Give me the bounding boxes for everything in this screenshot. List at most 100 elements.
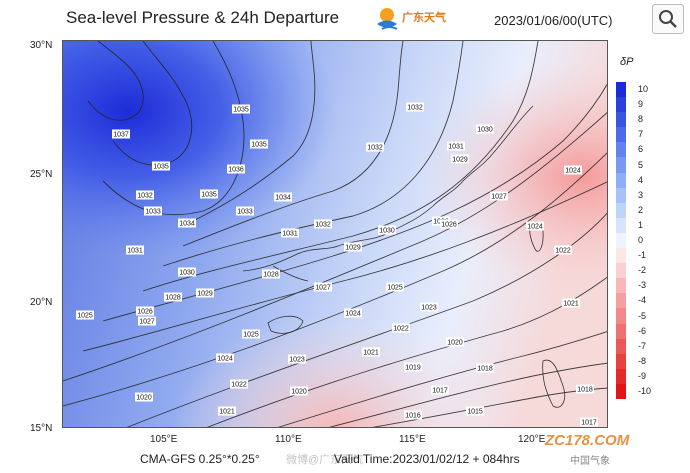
colorbar-swatch <box>616 82 626 98</box>
isobar-label-bg <box>112 129 130 139</box>
isobar-label: 1018 <box>477 366 493 373</box>
isobar-label: 1029 <box>345 245 361 252</box>
isobar-label-bg <box>232 104 250 114</box>
isobar-label: 1027 <box>491 194 507 201</box>
isobar-label: 1020 <box>447 340 463 347</box>
isobar-label-bg <box>216 353 234 363</box>
isobar-label: 1027 <box>139 319 155 326</box>
lon-label-110: 110°E <box>275 434 302 445</box>
isobar-label: 1030 <box>179 270 195 277</box>
isobar-label: 1022 <box>555 248 571 255</box>
isobar-label: 1037 <box>113 132 129 139</box>
isobar-label-bg <box>164 292 182 302</box>
colorbar-swatch <box>616 293 626 309</box>
colorbar-label: 0 <box>638 235 644 245</box>
isobar-label: 1018 <box>577 387 593 394</box>
isobar-label-bg <box>314 219 332 229</box>
logo-text: 广东天气 <box>402 12 446 24</box>
colorbar-swatch <box>616 383 626 399</box>
colorbar-label: -8 <box>638 355 647 366</box>
isobar-label-bg <box>281 228 299 238</box>
isobar-label: 1036 <box>228 167 244 174</box>
colorbar-swatch <box>616 338 626 354</box>
isobar-label: 1031 <box>448 144 464 151</box>
map-title: Sea-level Pressure & 24h Departure <box>66 8 340 27</box>
isobar-label-bg <box>230 379 248 389</box>
isobar-label: 1029 <box>197 291 213 298</box>
map-canvas: 1037 1035 1032 1033 1034 1031 1030 1029 1028 1028… <box>63 41 607 427</box>
isobar-label-bg <box>288 354 306 364</box>
isobar-label: 1027 <box>315 285 331 292</box>
isobar-label: 1020 <box>136 395 152 402</box>
isobar-label-bg <box>554 245 572 255</box>
isobar-label-bg <box>196 288 214 298</box>
isobar-label-bg <box>178 267 196 277</box>
isobar-label: 1032 <box>137 193 153 200</box>
isobar-label: 1022 <box>231 382 247 389</box>
isobar-label-bg <box>144 206 162 216</box>
colorbar-swatch <box>616 368 626 384</box>
colorbar-label: -10 <box>638 386 652 396</box>
colorbar-label: 1 <box>638 219 644 230</box>
isobar-label-bg <box>76 310 94 320</box>
pressure-map: 1037 1035 1032 1033 1034 1031 1030 1029 1028 1028… <box>62 40 608 428</box>
isobar-label-bg <box>236 206 254 216</box>
lon-label-115: 115°E <box>399 434 426 445</box>
isobar-label-bg <box>178 218 196 228</box>
isobar-label-bg <box>420 302 438 312</box>
colorbar-label: 10 <box>638 84 649 94</box>
isobar-label-bg <box>126 245 144 255</box>
colorbar-label: -3 <box>638 280 647 291</box>
isobar-label: 1017 <box>581 420 597 427</box>
colorbar-swatch <box>616 308 626 324</box>
isobar-label: 1026 <box>441 222 457 229</box>
isobar-label: 1024 <box>345 311 361 318</box>
model-info: CMA-GFS 0.25°*0.25° <box>140 452 260 466</box>
colorbar-label: -9 <box>638 370 647 381</box>
isobar-label: 1031 <box>127 248 143 255</box>
isobar-label: 1035 <box>153 164 169 171</box>
isobar-label-bg <box>580 417 598 427</box>
isobar-label-bg <box>446 337 464 347</box>
colorbar-swatch <box>616 202 626 218</box>
isobar-label: 1024 <box>217 356 233 363</box>
isobar-label: 1015 <box>467 409 483 416</box>
colorbar-swatch <box>616 248 626 264</box>
isobar-label: 1035 <box>251 142 267 149</box>
isobar-label-bg <box>218 406 236 416</box>
isobar-label-bg <box>274 192 292 202</box>
zc178-watermark: ZC178.COM <box>545 432 630 449</box>
colorbar-swatch <box>616 263 626 279</box>
colorbar-label: 9 <box>638 99 644 110</box>
isobar-label-bg <box>562 298 580 308</box>
isobar-label-bg <box>440 219 458 229</box>
isobar-label: 1034 <box>179 221 195 228</box>
isobar-label: 1034 <box>275 195 291 202</box>
colorbar <box>616 82 626 399</box>
isobar-label: 1029 <box>452 157 468 164</box>
colorbar-swatch <box>616 217 626 233</box>
isobar-label-bg <box>406 102 424 112</box>
cma-watermark: 中国气象 <box>570 456 610 467</box>
valid-time: Valid Time:2023/01/02/12 + 084hrs <box>334 452 520 466</box>
isobar-label: 1020 <box>291 389 307 396</box>
isobar-label: 1016 <box>405 413 421 420</box>
isobar-label-bg <box>404 362 422 372</box>
isobar-label: 1032 <box>407 105 423 112</box>
isobar-label: 1021 <box>363 350 379 357</box>
isobar-label-bg <box>262 269 280 279</box>
isobar-label: 1021 <box>563 301 579 308</box>
isobar-label-bg <box>152 161 170 171</box>
search-button[interactable] <box>652 4 684 34</box>
colorbar-swatch <box>616 172 626 188</box>
isobar-label-bg <box>576 384 594 394</box>
colorbar-swatch <box>616 142 626 158</box>
isobar-label: 1023 <box>289 357 305 364</box>
isobar-label-bg <box>242 329 260 339</box>
isobar-label: 1033 <box>145 209 161 216</box>
isobar-label-bg <box>386 282 404 292</box>
isobar-label: 1025 <box>77 313 93 320</box>
colorbar-label: -4 <box>638 295 647 306</box>
isobar-label-bg <box>136 190 154 200</box>
isobar-label-bg <box>227 164 245 174</box>
